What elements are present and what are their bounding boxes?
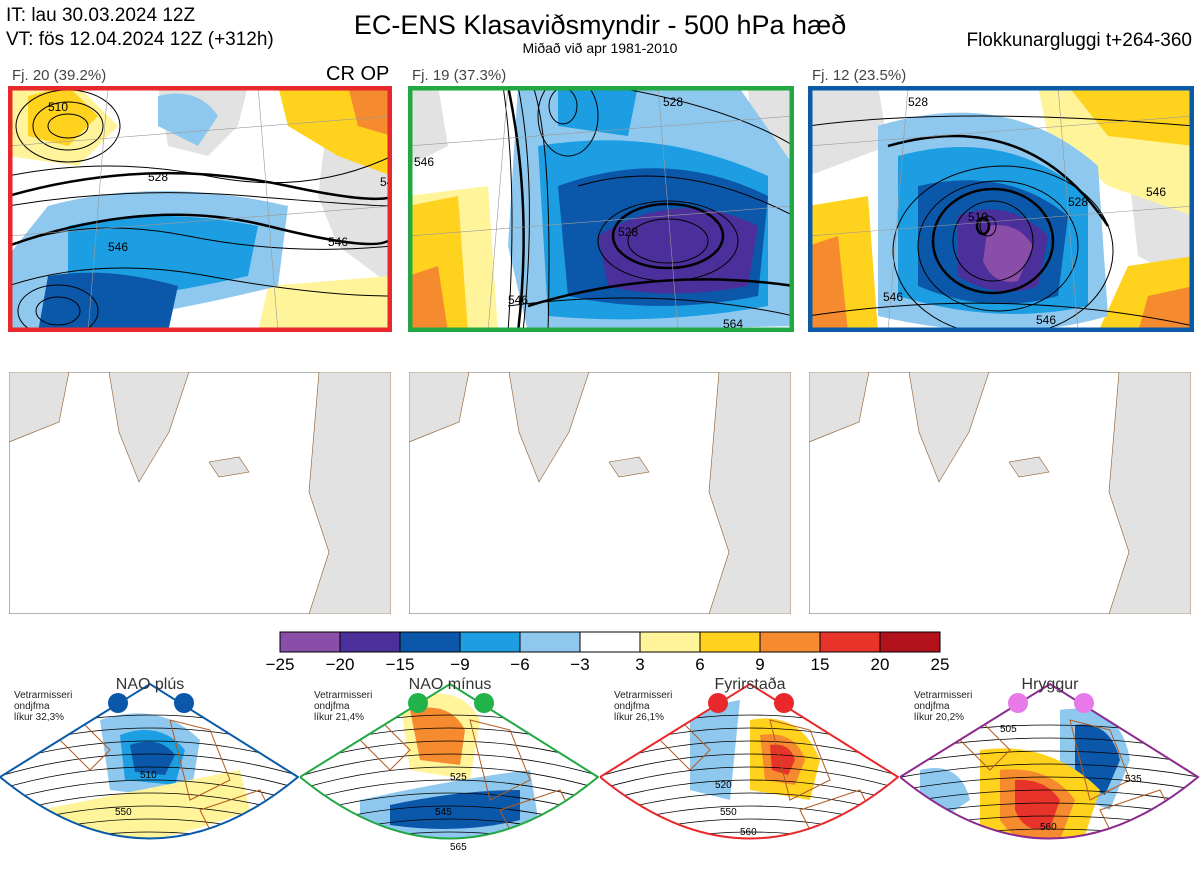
regime-marker xyxy=(708,693,728,713)
colorbar-tick-label: 3 xyxy=(635,655,644,674)
colorbar-swatch xyxy=(639,631,701,653)
contour-label: 528 xyxy=(908,95,928,109)
regime-probability-note: Vetrarmisseri ondjfma líkur 26,1% xyxy=(614,690,673,723)
contour-label: 528 xyxy=(148,170,168,184)
regime-marker xyxy=(774,693,794,713)
colorbar-swatch xyxy=(279,631,341,653)
cluster-map-3: 510 528 528 546 546 546 xyxy=(808,86,1194,332)
regime-fan-map: 505 535 560 xyxy=(900,682,1200,840)
contour-label: 546 xyxy=(1036,313,1056,327)
contour-label: 546 xyxy=(883,290,903,304)
regime-contour-label: 510 xyxy=(140,770,157,781)
colorbar: −25 −20 −15 −9 −6 −3 3 6 9 15 20 25 xyxy=(266,631,950,674)
regime-fan-map: 510 550 xyxy=(0,682,300,840)
regime-marker xyxy=(474,693,494,713)
header-info: IT: lau 30.03.2024 12Z VT: fös 12.04.202… xyxy=(6,4,274,52)
regime-title: Fyrirstaða xyxy=(714,676,786,693)
contour-label: 546 xyxy=(328,235,348,249)
regime-frame xyxy=(300,682,600,840)
page-subtitle: Miðað við apr 1981-2010 xyxy=(522,40,678,56)
contour-label: 528 xyxy=(1068,195,1088,209)
contour-label: 546 xyxy=(508,293,528,307)
cluster-frame xyxy=(8,86,392,332)
regime-probability-note: Vetrarmisseri ondjfma líkur 20,2% xyxy=(914,690,973,723)
regime-frame xyxy=(900,682,1200,840)
regime-contour-label: 520 xyxy=(715,780,732,791)
classification-window: Flokkunargluggi t+264-360 xyxy=(966,30,1192,51)
regime-contour-label: 535 xyxy=(1125,774,1142,785)
colorbar-swatch xyxy=(579,631,641,653)
contour-label: 528 xyxy=(663,95,683,109)
basemap-3 xyxy=(809,372,1191,614)
contour-label: 546 xyxy=(414,155,434,169)
regime-title: NAO mínus xyxy=(408,676,492,693)
colorbar-tick-label: 9 xyxy=(755,655,764,674)
regime-marker xyxy=(174,693,194,713)
colorbar-swatch xyxy=(459,631,521,653)
colorbar-swatch xyxy=(699,631,761,653)
regime-contour-label: 505 xyxy=(1000,724,1017,735)
regime-fan-map: 525 545 565 xyxy=(300,682,600,853)
colorbar-tick-label: 20 xyxy=(871,655,890,674)
colorbar-tick-label: 6 xyxy=(695,655,704,674)
regime-title: NAO plús xyxy=(115,676,185,693)
valid-time: VT: fös 12.04.2024 12Z (+312h) xyxy=(6,29,274,50)
regime-contour-label: 545 xyxy=(435,807,452,818)
contour-label: 510 xyxy=(48,100,68,114)
colorbar-swatch xyxy=(759,631,821,653)
contour-label: 528 xyxy=(618,225,638,239)
colorbar-swatch xyxy=(819,631,881,653)
regime-contour-label: 560 xyxy=(740,827,757,838)
colorbar-tick-label: −15 xyxy=(386,655,415,674)
cluster-frame xyxy=(808,86,1194,332)
cluster-map-2: 528 528 546 546 564 xyxy=(408,86,794,332)
colorbar-tick-label: −9 xyxy=(450,655,469,674)
colorbar-tick-label: −25 xyxy=(266,655,295,674)
colorbar-swatch xyxy=(879,631,941,653)
regime-probability-note: Vetrarmisseri ondjfma líkur 32,3% xyxy=(14,690,73,723)
colorbar-swatch xyxy=(519,631,581,653)
regime-frame xyxy=(0,682,300,840)
regime-frame xyxy=(600,682,900,840)
cluster-map-1: 510 528 546 546 546 xyxy=(8,86,392,332)
colorbar-tick-label: −6 xyxy=(510,655,529,674)
regime-contour-label: 525 xyxy=(450,772,467,783)
cluster-frame xyxy=(408,86,794,332)
regime-contour-label: 560 xyxy=(1040,822,1057,833)
panel-3-label: Fj. 12 (23.5%) xyxy=(812,67,907,84)
regime-marker xyxy=(1074,693,1094,713)
init-time: IT: lau 30.03.2024 12Z xyxy=(6,5,196,26)
basemap-1 xyxy=(9,372,391,614)
regime-contour-label: 565 xyxy=(450,842,467,853)
regime-marker xyxy=(108,693,128,713)
colorbar-swatch xyxy=(339,631,401,653)
page-title: EC-ENS Klasaviðsmyndir - 500 hPa hæð xyxy=(353,10,847,40)
regime-marker xyxy=(408,693,428,713)
colorbar-swatch xyxy=(399,631,461,653)
colorbar-tick-label: −20 xyxy=(326,655,355,674)
colorbar-tick-label: 15 xyxy=(811,655,830,674)
panel-1-tag: CR OP xyxy=(326,63,390,85)
contour-label: 510 xyxy=(968,210,988,224)
colorbar-tick-label: −3 xyxy=(570,655,589,674)
regime-title: Hryggur xyxy=(1021,676,1079,693)
panel-2-label: Fj. 19 (37.3%) xyxy=(412,67,507,84)
basemap-2 xyxy=(409,372,791,614)
regime-probability-note: Vetrarmisseri ondjfma líkur 21,4% xyxy=(314,690,373,723)
regime-contour-label: 550 xyxy=(115,807,132,818)
contour-label: 546 xyxy=(1146,185,1166,199)
regime-contour-label: 550 xyxy=(720,807,737,818)
contour-label: 546 xyxy=(108,240,128,254)
regime-marker xyxy=(1008,693,1028,713)
panel-1-label: Fj. 20 (39.2%) xyxy=(12,67,107,84)
colorbar-tick-label: 25 xyxy=(931,655,950,674)
